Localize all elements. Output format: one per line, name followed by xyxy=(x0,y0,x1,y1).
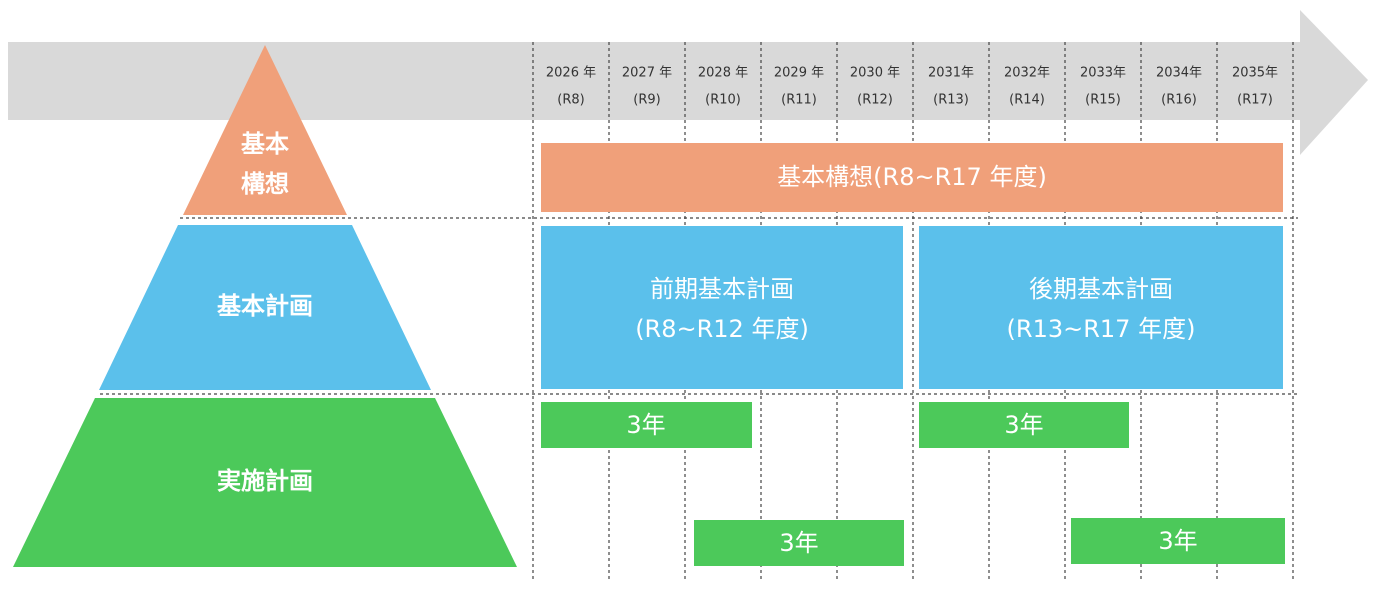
pyramid-label: 基本計画 xyxy=(217,292,313,320)
vision-bar xyxy=(541,143,1283,212)
bar-label: 前期基本計画 xyxy=(650,275,794,303)
bar-label: 3年 xyxy=(626,411,665,439)
pyramid-basic-plan xyxy=(99,225,431,390)
year-label: 2035年 xyxy=(1232,66,1278,81)
year-label: 2031年 xyxy=(928,66,974,81)
year-label: 2034年 xyxy=(1156,66,1202,81)
year-label: 2030 年 xyxy=(850,66,900,81)
bar-label: 基本構想(R8~R17 年度) xyxy=(777,163,1047,191)
bar-label: 3年 xyxy=(779,529,818,557)
bar-label: 後期基本計画 xyxy=(1029,275,1173,303)
implementation-bar xyxy=(1071,518,1285,564)
era-label: (R12) xyxy=(857,93,893,108)
plan-box xyxy=(541,226,903,389)
bar-label: 3年 xyxy=(1004,411,1043,439)
year-label: 2027 年 xyxy=(622,66,672,81)
pyramid-vision xyxy=(183,45,347,215)
era-label: (R16) xyxy=(1161,93,1197,108)
year-label: 2032年 xyxy=(1004,66,1050,81)
era-label: (R11) xyxy=(781,93,817,108)
year-label: 2033年 xyxy=(1080,66,1126,81)
implementation-bar xyxy=(541,402,752,448)
bar-label: 3年 xyxy=(1158,527,1197,555)
pyramid-label: 基本 xyxy=(241,130,289,158)
bar-label: (R13~R17 年度) xyxy=(1007,315,1196,343)
era-label: (R8) xyxy=(557,93,584,108)
era-label: (R15) xyxy=(1085,93,1121,108)
year-label: 2028 年 xyxy=(698,66,748,81)
era-label: (R17) xyxy=(1237,93,1273,108)
year-label: 2029 年 xyxy=(774,66,824,81)
pyramid-label: 構想 xyxy=(241,170,289,198)
timeline-arrow xyxy=(8,10,1368,155)
era-label: (R13) xyxy=(933,93,969,108)
bar-label: (R8~R12 年度) xyxy=(635,315,809,343)
era-label: (R10) xyxy=(705,93,741,108)
year-label: 2026 年 xyxy=(546,66,596,81)
plan-box xyxy=(919,226,1283,389)
era-label: (R9) xyxy=(633,93,660,108)
implementation-bar xyxy=(919,402,1129,448)
pyramid-label: 実施計画 xyxy=(217,467,313,495)
era-label: (R14) xyxy=(1009,93,1045,108)
implementation-bar xyxy=(694,520,904,566)
pyramid-implementation xyxy=(13,398,517,567)
